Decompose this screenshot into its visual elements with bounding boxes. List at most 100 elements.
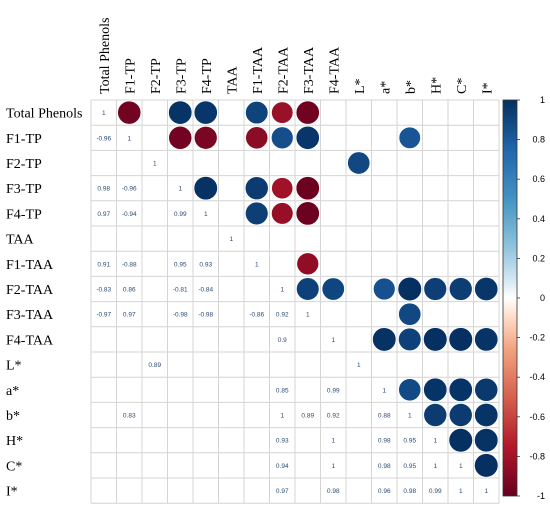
coef-label: 0.99	[327, 387, 340, 394]
col-label-f2-taa: F2-TAA	[276, 46, 291, 94]
coef-circle	[474, 428, 499, 453]
diagonal-label: 1	[459, 463, 463, 470]
coef-label: 0.92	[276, 312, 289, 319]
coef-label: -0.94	[122, 211, 137, 218]
col-label-f1-taa: F1-TAA	[251, 46, 266, 94]
coef-label: 1	[459, 488, 463, 495]
col-label-taa: TAA	[225, 65, 240, 94]
coef-label: -0.98	[198, 312, 213, 319]
coef-label: 0.98	[378, 438, 391, 445]
coef-label: 0.95	[403, 438, 416, 445]
diagonal-label: 1	[280, 287, 284, 294]
coef-circle	[423, 377, 448, 402]
colorbar-tick-label: -0.8	[529, 451, 545, 461]
coef-circle	[423, 327, 448, 352]
coef-circle	[244, 176, 269, 201]
coef-label: -0.83	[96, 287, 111, 294]
coef-circle	[423, 403, 448, 427]
col-label-f1-tp: F1-TP	[123, 58, 138, 94]
coef-label: 0.99	[429, 488, 442, 495]
coef-circle	[373, 277, 396, 301]
coef-label: 1	[433, 463, 437, 470]
coef-circle	[168, 100, 193, 125]
grid-layer	[90, 99, 500, 504]
coef-label: 0.97	[276, 488, 289, 495]
row-label-hstar: H*	[6, 434, 23, 449]
coef-circle	[423, 277, 447, 301]
diagonal-label: 1	[204, 211, 208, 218]
row-label-f2-taa: F2-TAA	[6, 283, 54, 298]
colorbar-tick-label: 0.8	[532, 135, 545, 145]
coef-circle	[398, 378, 422, 402]
coef-label: 1	[331, 438, 335, 445]
row-label-f3-tp: F3-TP	[6, 182, 42, 197]
row-label-cstar: C*	[6, 459, 22, 474]
diagonal-label: 1	[178, 186, 182, 193]
coef-label: 0.89	[148, 362, 161, 369]
colorbar-tick-label: -1	[537, 491, 545, 501]
colorbar-tick-label: 0	[540, 293, 545, 303]
diagonal-label: 1	[255, 261, 259, 268]
coef-circle	[449, 277, 473, 301]
col-label-total-phenols: Total Phenols	[98, 18, 113, 94]
coef-circle	[117, 100, 142, 125]
coef-circle	[398, 327, 422, 352]
coef-label: 0.83	[123, 413, 136, 420]
row-label-lstar: L*	[6, 359, 22, 374]
col-label-astar: a*	[378, 81, 393, 94]
coef-label: -0.84	[198, 287, 213, 294]
coef-label: -0.97	[96, 312, 111, 319]
row-label-f1-taa: F1-TAA	[6, 258, 54, 273]
coef-label: 0.9	[278, 337, 287, 344]
row-label-astar: a*	[6, 384, 19, 399]
label-layer: Total Phenols F1-TP F2-TP F3-TP F4-TP TAA F1-T…	[6, 18, 495, 500]
row-label-f4-taa: F4-TAA	[6, 333, 54, 348]
coef-label: 0.93	[276, 438, 289, 445]
coef-label: 0.91	[97, 261, 110, 268]
coef-circle	[245, 126, 269, 150]
coef-label: -0.96	[122, 186, 137, 193]
coef-label: 0.89	[301, 413, 314, 420]
coef-label: 0.94	[276, 463, 289, 470]
colorbar-gradient	[502, 99, 518, 497]
coef-circle	[271, 101, 294, 124]
coef-circle	[296, 252, 319, 276]
coef-circle	[474, 377, 499, 402]
coef-circle	[397, 276, 422, 302]
diagonal-label: 1	[357, 362, 361, 369]
coef-label: -0.88	[122, 261, 137, 268]
coef-circle	[295, 201, 320, 226]
coef-circle	[295, 100, 320, 125]
coef-circle	[168, 125, 193, 150]
colorbar-tick-label: 0.4	[532, 214, 545, 224]
diagonal-label: 1	[153, 161, 157, 168]
coef-label: 0.98	[378, 463, 391, 470]
coef-circle	[347, 151, 371, 175]
coef-label: 0.95	[174, 261, 187, 268]
col-label-hstar: H*	[429, 77, 444, 94]
col-label-f4-tp: F4-TP	[200, 58, 215, 94]
coef-label: -0.81	[173, 287, 188, 294]
colorbar: 1 0.8 0.6 0.4 0.2 0 -0.2 -0.4 -0.6 -0.8 -1	[502, 95, 545, 501]
coef-label: -0.96	[96, 135, 111, 142]
col-label-istar: I*	[480, 82, 495, 94]
diagonal-label: 1	[484, 488, 488, 495]
coef-label: 1	[331, 463, 335, 470]
mark-layer: 1-0.96 110.98 -0.96 10.97 -0.94 0.99 110.91 -0.…	[96, 100, 499, 495]
coef-circle	[398, 302, 422, 326]
colorbar-tick-label: 0.2	[532, 253, 545, 263]
coef-circle	[245, 201, 269, 226]
row-label-f2-tp: F2-TP	[6, 157, 42, 172]
diagonal-label: 1	[382, 387, 386, 394]
row-label-f4-tp: F4-TP	[6, 207, 42, 222]
coef-circle	[295, 176, 320, 201]
coef-label: 0.97	[123, 312, 136, 319]
coef-label: 0.96	[378, 488, 391, 495]
coef-circle	[194, 126, 218, 150]
coef-label: 0.98	[403, 488, 416, 495]
diagonal-label: 1	[306, 312, 310, 319]
row-label-total-phenols: Total Phenols	[6, 107, 82, 122]
row-label-istar: I*	[6, 485, 18, 500]
coef-label: 0.92	[327, 413, 340, 420]
coef-label: -0.86	[249, 312, 264, 319]
